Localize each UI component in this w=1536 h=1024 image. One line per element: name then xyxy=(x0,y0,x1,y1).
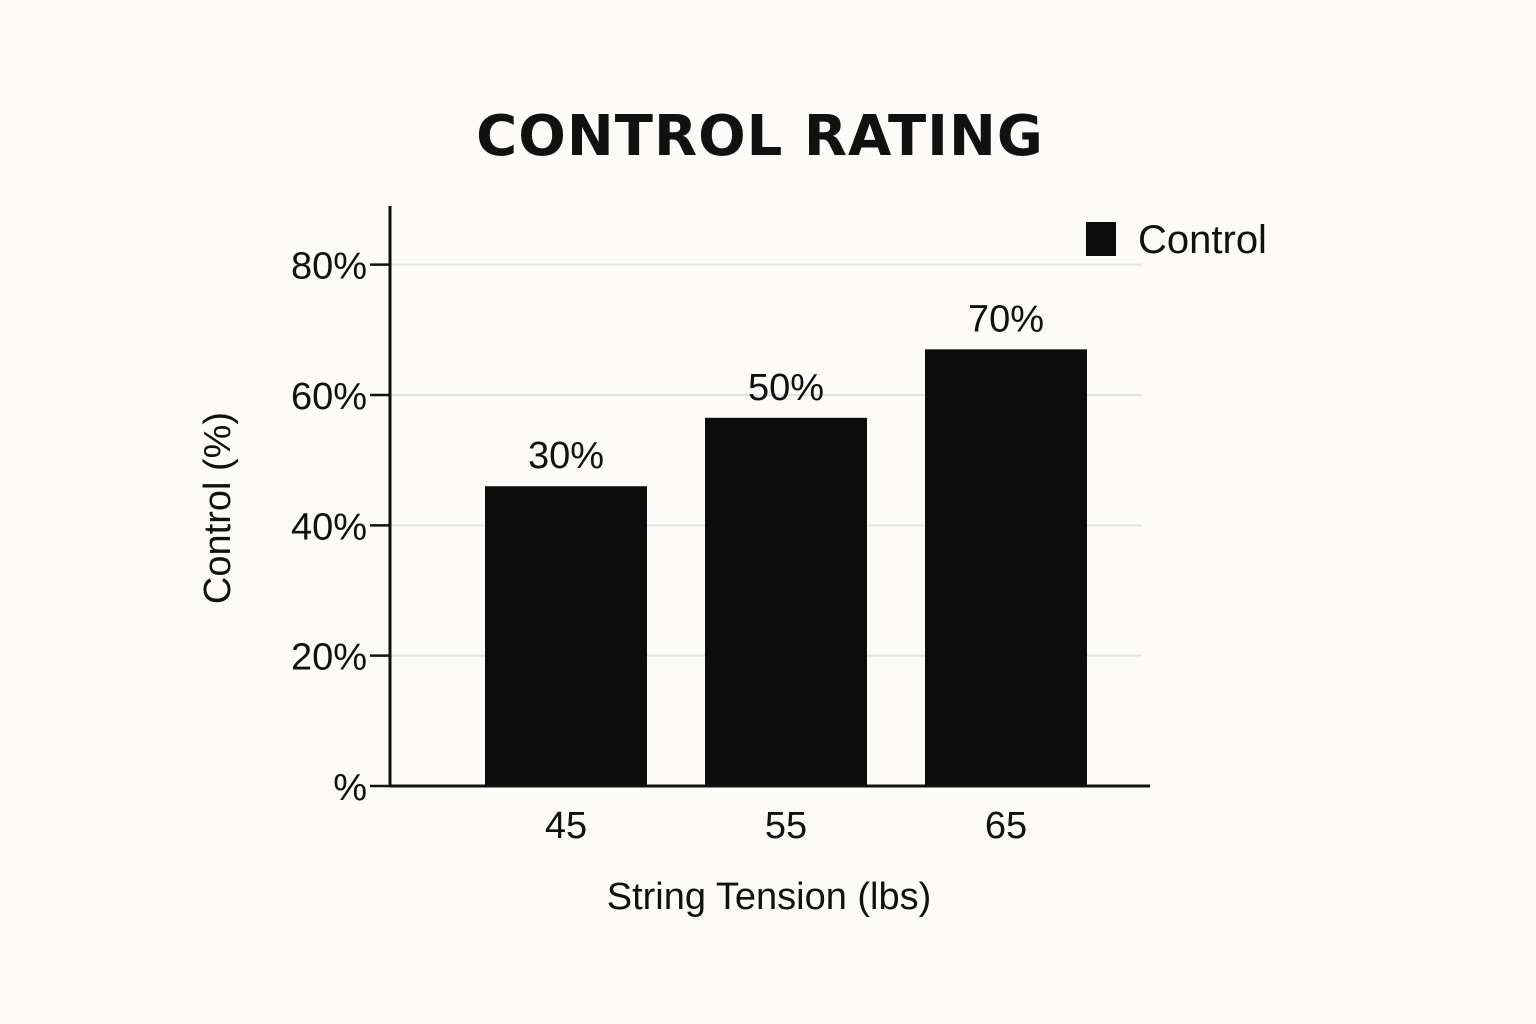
y-axis-title: Control (%) xyxy=(197,412,239,604)
bar-data-label: 70% xyxy=(968,298,1044,340)
bar xyxy=(925,349,1087,786)
bar xyxy=(485,486,647,786)
y-tick-label: 40% xyxy=(291,506,367,548)
axes xyxy=(370,206,1150,788)
legend-swatch xyxy=(1086,222,1116,256)
bar-data-label: 50% xyxy=(748,367,824,409)
bar-data-label: 30% xyxy=(528,435,604,477)
y-tick-label: 20% xyxy=(291,637,367,679)
x-tick-label: 55 xyxy=(765,805,807,847)
labels: % 20% 40% 60% 80% 30% 45 50% 55 70% 65 xyxy=(291,246,1044,847)
x-axis-title: String Tension (lbs) xyxy=(607,876,932,918)
legend-label: Control xyxy=(1138,218,1267,262)
bars xyxy=(485,349,1087,786)
y-tick-label: % xyxy=(333,767,367,809)
y-tick-label: 80% xyxy=(291,246,367,288)
y-tick-label: 60% xyxy=(291,376,367,418)
chart-title: CONTROL RATING xyxy=(476,104,1044,169)
x-tick-label: 65 xyxy=(985,805,1027,847)
bar xyxy=(705,417,867,786)
legend: Control xyxy=(1086,218,1267,262)
x-tick-label: 45 xyxy=(545,805,587,847)
